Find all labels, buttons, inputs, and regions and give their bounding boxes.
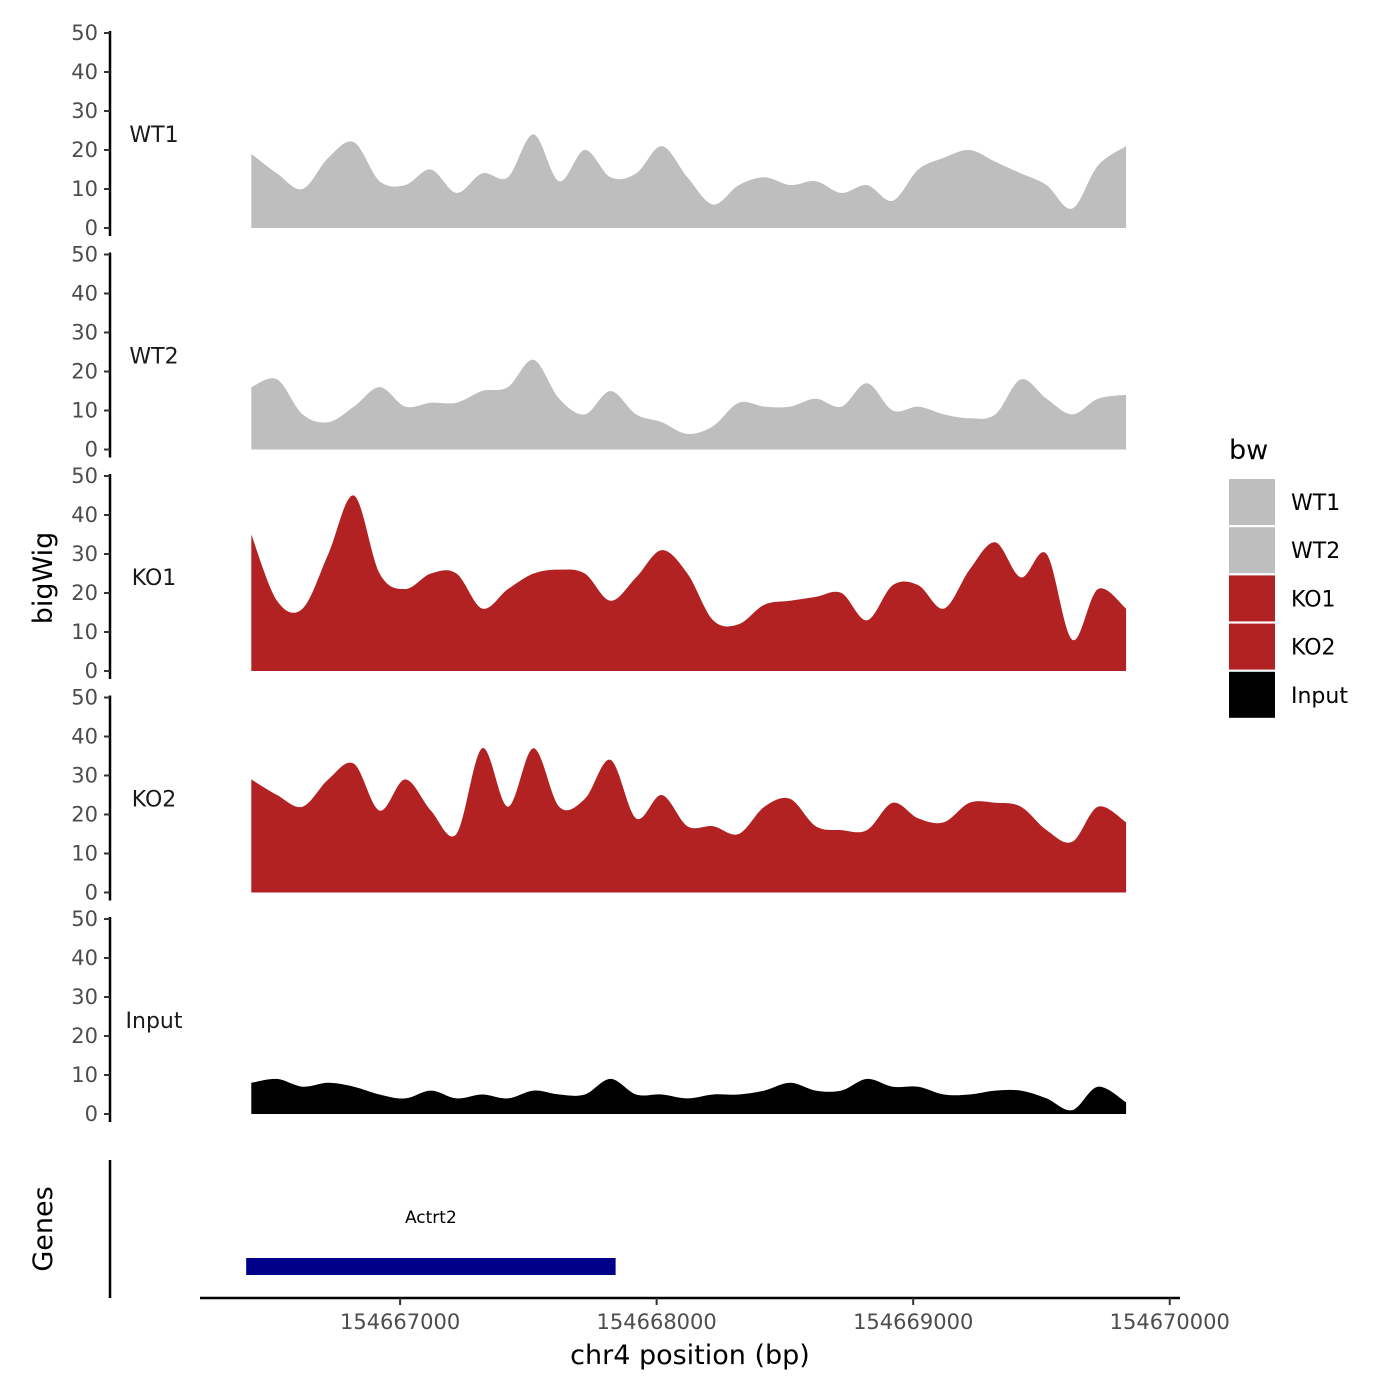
y-tick-label: 20 xyxy=(71,360,98,384)
signal-area xyxy=(251,1078,1127,1114)
y-tick-label: 0 xyxy=(85,1102,98,1126)
signal-area xyxy=(251,747,1127,893)
legend-swatch xyxy=(1229,527,1275,574)
legend-label: WT2 xyxy=(1291,539,1340,564)
y-tick-label: 40 xyxy=(71,725,98,749)
y-tick-label: 30 xyxy=(71,321,98,345)
track-input: 0 10 20 30 40 50 Input xyxy=(71,907,1127,1126)
y-tick-label: 30 xyxy=(71,764,98,788)
y-tick-label: 50 xyxy=(71,464,98,488)
track-wt2: 0 10 20 30 40 50 WT2 xyxy=(71,243,1127,462)
legend-item-ko1: KO1 xyxy=(1229,575,1336,622)
y-tick-label: 20 xyxy=(71,581,98,605)
y-tick-label: 40 xyxy=(71,946,98,970)
y-tick-label: 10 xyxy=(71,1063,98,1087)
y-tick-label: 30 xyxy=(71,99,98,123)
legend-title: bw xyxy=(1229,435,1268,466)
y-tick-label: 40 xyxy=(71,282,98,306)
y-tick-label: 20 xyxy=(71,803,98,827)
track-label: Input xyxy=(126,1009,183,1034)
y-tick-label: 30 xyxy=(71,542,98,566)
track-label: WT1 xyxy=(129,123,178,148)
y-tick-label: 0 xyxy=(85,881,98,905)
track-ko2: 0 10 20 30 40 50 KO2 xyxy=(71,686,1127,905)
y-tick-label: 50 xyxy=(71,243,98,267)
legend-swatch xyxy=(1229,671,1275,718)
gene-body xyxy=(246,1258,616,1275)
y-tick-label: 50 xyxy=(71,686,98,710)
legend-item-wt1: WT1 xyxy=(1229,479,1340,525)
legend-label: WT1 xyxy=(1291,491,1340,516)
x-axis-title: chr4 position (bp) xyxy=(570,1340,810,1371)
y-tick-label: 50 xyxy=(71,21,98,45)
y-tick-label: 0 xyxy=(85,216,98,240)
y-tick-label: 10 xyxy=(71,177,98,201)
legend-swatch xyxy=(1229,623,1275,670)
y-tick-label: 50 xyxy=(71,907,98,931)
y-tick-label: 20 xyxy=(71,138,98,162)
legend: bw WT1 WT2 KO1 KO2 Input xyxy=(1229,435,1348,718)
y-tick-label: 20 xyxy=(71,1024,98,1048)
signal-area xyxy=(251,495,1127,671)
y-tick-label: 40 xyxy=(71,503,98,527)
signal-tracks: 0 10 20 30 40 50 WT1 0 10 20 30 40 50 WT2 0 10 20 30 40 50 K… xyxy=(71,21,1127,1126)
track-wt1: 0 10 20 30 40 50 WT1 xyxy=(71,21,1127,240)
signal-area xyxy=(251,134,1127,228)
y-tick-label: 30 xyxy=(71,985,98,1009)
track-label: KO2 xyxy=(132,788,177,813)
y-tick-label: 0 xyxy=(85,438,98,462)
gene-label: Actrt2 xyxy=(405,1208,457,1228)
track-ko1: 0 10 20 30 40 50 KO1 xyxy=(71,464,1127,683)
x-tick-label: 154667000 xyxy=(340,1310,460,1334)
y-tick-label: 10 xyxy=(71,620,98,644)
y-tick-label: 10 xyxy=(71,842,98,866)
legend-swatch xyxy=(1229,575,1275,622)
legend-swatch xyxy=(1229,479,1275,525)
x-tick-label: 154668000 xyxy=(597,1310,717,1334)
x-axis: 154667000 154668000 154669000 154670000 xyxy=(200,1296,1230,1334)
gene-track-title: Genes xyxy=(28,1186,59,1271)
gene-track: Genes Actrt2 xyxy=(28,1160,616,1298)
track-label: KO1 xyxy=(132,566,177,591)
signal-area xyxy=(251,359,1127,450)
legend-item-wt2: WT2 xyxy=(1229,527,1340,574)
y-tick-label: 40 xyxy=(71,60,98,84)
y-tick-label: 0 xyxy=(85,659,98,683)
y-axis-title: bigWig xyxy=(28,532,59,625)
y-tick-label: 10 xyxy=(71,399,98,423)
legend-label: KO1 xyxy=(1291,587,1336,612)
x-tick-label: 154669000 xyxy=(853,1310,973,1334)
x-tick-label: 154670000 xyxy=(1110,1310,1230,1334)
legend-label: Input xyxy=(1291,684,1348,709)
track-label: WT2 xyxy=(129,345,178,370)
legend-label: KO2 xyxy=(1291,636,1336,661)
legend-item-ko2: KO2 xyxy=(1229,623,1336,670)
legend-item-input: Input xyxy=(1229,671,1348,718)
